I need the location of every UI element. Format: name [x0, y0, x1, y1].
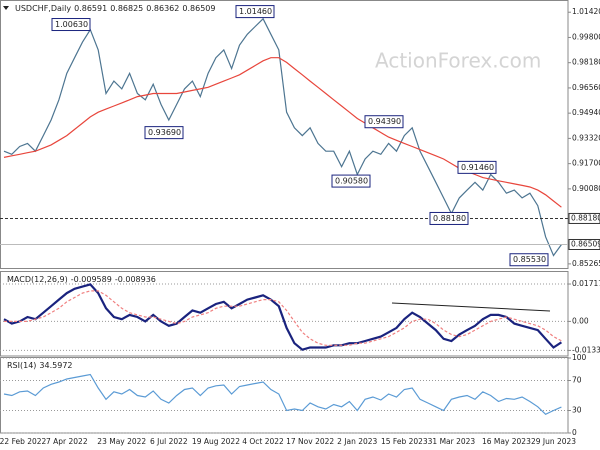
x-tick-label: 29 Jun 2023 — [531, 437, 576, 446]
x-tick-label: 23 May 2022 — [97, 437, 146, 446]
series-line — [4, 290, 562, 346]
series-line — [3, 17, 562, 257]
annotation-label: 1.01460 — [239, 7, 272, 16]
header-item: -0.009589 — [71, 275, 112, 284]
y-tick-label: 0.85265 — [572, 259, 600, 268]
x-tick-label: 2 Jan 2023 — [337, 437, 377, 446]
y-tick-label: 0.00 — [572, 316, 589, 325]
rsi-panel — [0, 357, 569, 434]
y-tick-label: 100 — [572, 353, 587, 362]
header-item: -0.008936 — [115, 275, 156, 284]
y-tick-label: -0.01334 — [572, 345, 600, 354]
price-panel — [0, 0, 569, 269]
x-tick-label: 17 Nov 2022 — [286, 437, 334, 446]
header-item: MACD(12,26,9) — [7, 275, 68, 284]
series-line — [3, 373, 562, 416]
annotation-box — [144, 126, 184, 140]
x-tick-label: 4 Oct 2022 — [242, 437, 284, 446]
y-tick-label: 0.93320 — [572, 133, 600, 142]
menu-arrow — [3, 6, 9, 10]
annotation-label: 1.00630 — [55, 20, 88, 29]
panel-header: MACD(12,26,9) -0.009589 -0.008936 — [7, 275, 156, 284]
macd-panel — [0, 271, 569, 357]
x-tick-label: 7 Apr 2022 — [46, 437, 88, 446]
annotation-box — [331, 174, 371, 188]
y-tick-label: 0.98180 — [572, 58, 600, 67]
header-item: 34.5972 — [39, 361, 72, 370]
watermark: ActionForex.com — [375, 49, 541, 73]
y-tick-label: 0.96560 — [572, 83, 600, 92]
header-item: USDCHF,Daily — [15, 4, 71, 13]
y-tick-label: 0.90080 — [572, 184, 600, 193]
x-tick-label: 16 May 2023 — [482, 437, 531, 446]
level-label-box — [568, 212, 600, 224]
y-tick-label: 70 — [572, 376, 582, 385]
header-item: RSI(14) — [7, 361, 36, 370]
y-tick-label: 30 — [572, 406, 582, 415]
header-item: 0.86362 — [146, 4, 179, 13]
annotation-box — [51, 18, 91, 32]
annotation-label: 0.90580 — [335, 177, 368, 186]
annotation-label: 0.85530 — [513, 255, 546, 264]
annotation-label: 0.91460 — [461, 163, 494, 172]
y-tick-label: 0 — [572, 428, 577, 437]
x-tick-label: 15 Feb 2023 — [381, 437, 428, 446]
x-tick-label: 31 Mar 2023 — [428, 437, 476, 446]
last-price-box — [568, 238, 600, 250]
y-tick-label: 0.94940 — [572, 108, 600, 117]
y-tick-label: 0.017176 — [572, 279, 600, 288]
y-tick-label: 0.91700 — [572, 159, 600, 168]
annotation-label: 0.88180 — [433, 214, 466, 223]
annotation-box — [509, 253, 549, 267]
annotation-label: 0.93690 — [148, 128, 181, 137]
annotation-box — [235, 5, 275, 19]
panel-header: RSI(14) 34.5972 — [7, 361, 73, 370]
y-tick-label: 0.99800 — [572, 32, 600, 41]
header-item: 0.86591 — [74, 4, 107, 13]
annotation-label: 0.94390 — [368, 117, 401, 126]
x-tick-label: 19 Aug 2022 — [192, 437, 240, 446]
annotation-box — [364, 115, 404, 129]
annotation-box — [429, 211, 469, 225]
trend-line — [391, 302, 551, 312]
header-item: 0.86825 — [110, 4, 143, 13]
level-label: 0.88180 — [571, 213, 600, 222]
annotation-box — [457, 160, 497, 174]
panel-header: USDCHF,Daily 0.86591 0.86825 0.86362 0.86509 — [15, 4, 215, 13]
x-tick-label: 6 Jul 2022 — [150, 437, 188, 446]
y-tick-label: 1.01420 — [572, 7, 600, 16]
x-tick-label: 22 Feb 2022 — [0, 437, 47, 446]
last-price-label: 0.86509 — [571, 239, 600, 248]
series-line — [3, 283, 563, 351]
header-item: 0.86509 — [182, 4, 215, 13]
